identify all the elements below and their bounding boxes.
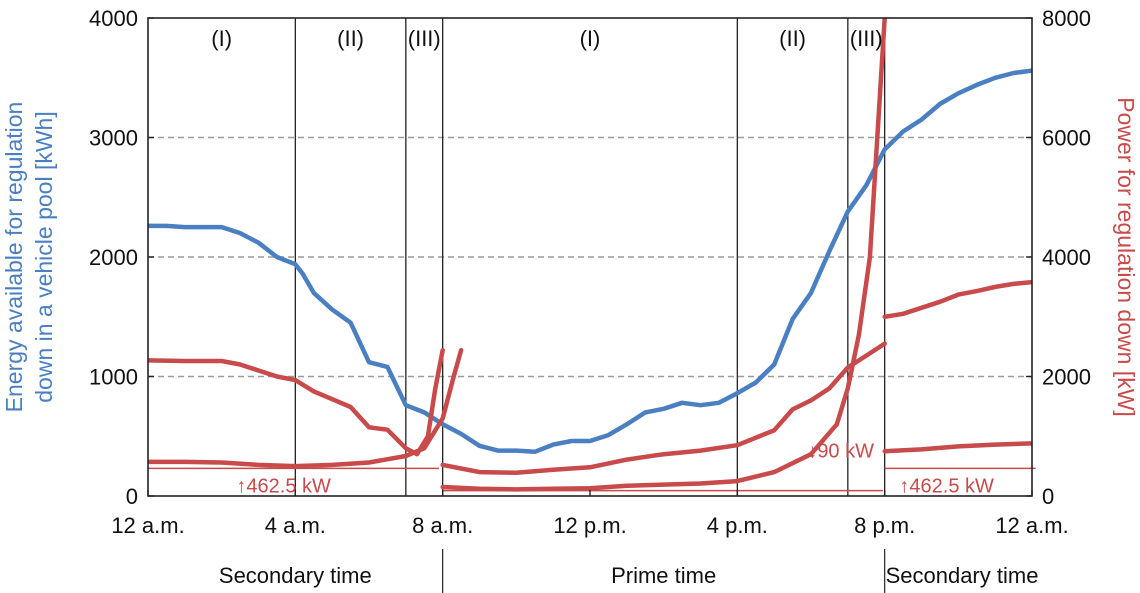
right-axis-label: Power for regulation down [kW] [1113, 97, 1139, 417]
region-label: (III) [408, 26, 441, 51]
series-lines [148, 18, 1032, 492]
right-tick-label: 8000 [1042, 6, 1091, 31]
x-tick-label: 12 a.m. [111, 513, 184, 538]
left-axis-label: down in a vehicle pool [kWh] [31, 111, 57, 403]
x-tick-label: 4 p.m. [707, 513, 768, 538]
series-power_low-line [148, 347, 464, 469]
region-labels: (I) (II) (III) (I) (II) (III) [211, 26, 882, 51]
axis-ticks: 0 1000 2000 3000 4000 0 2000 4000 6000 8000 12 a.m… [89, 6, 1091, 538]
period-labels: Secondary time Prime time Secondary time [219, 549, 1039, 593]
region-label: (I) [580, 26, 601, 51]
left-tick-label: 1000 [89, 365, 138, 390]
series-energy-line [148, 68, 1032, 455]
region-label: (III) [850, 26, 883, 51]
period-label: Secondary time [219, 563, 372, 588]
series-power_high-line [440, 341, 887, 475]
x-tick-label: 4 a.m. [265, 513, 326, 538]
threshold-annotations: ↑462.5 kW ↓90 kW ↑462.5 kW [236, 440, 994, 497]
right-tick-label: 6000 [1042, 126, 1091, 151]
region-label: (II) [779, 26, 806, 51]
threshold-label: ↑462.5 kW [899, 476, 994, 498]
x-tick-label: 12 p.m. [553, 513, 626, 538]
grid-lines [148, 136, 1032, 378]
right-tick-label: 0 [1042, 484, 1054, 509]
period-label: Secondary time [886, 563, 1039, 588]
series-power_low-line [440, 18, 887, 492]
right-tick-label: 4000 [1042, 245, 1091, 270]
region-label: (II) [337, 26, 364, 51]
region-label: (I) [211, 26, 232, 51]
left-axis-label: Energy available for regulation [1, 102, 27, 413]
x-tick-label: 12 a.m. [995, 513, 1068, 538]
right-tick-label: 2000 [1042, 365, 1091, 390]
x-tick-label: 8 a.m. [412, 513, 473, 538]
period-label: Prime time [611, 563, 716, 588]
axis-labels: Energy available for regulation down in a… [1, 97, 1139, 417]
left-tick-label: 0 [126, 484, 138, 509]
series-power_high-line [882, 279, 1032, 320]
threshold-label: ↓90 kW [807, 440, 874, 462]
series-power_low-line [882, 441, 1032, 454]
left-tick-label: 2000 [89, 245, 138, 270]
left-tick-label: 4000 [89, 6, 138, 31]
left-tick-label: 3000 [89, 126, 138, 151]
threshold-label: ↑462.5 kW [236, 476, 331, 498]
phase-lines [294, 18, 886, 496]
x-tick-label: 8 p.m. [854, 513, 915, 538]
